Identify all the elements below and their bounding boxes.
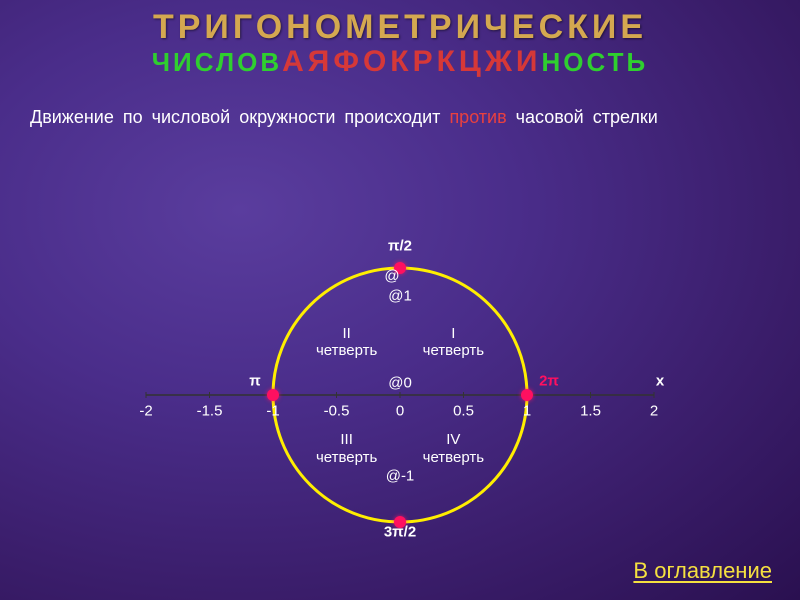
axis-tick-label: -2 [139,403,152,420]
angle-label: π/2 [388,238,412,255]
quadrant-label: IIчетверть [316,324,377,359]
axis-tick-label: 0 [396,403,404,420]
circle-point [521,389,533,401]
page-title: ТРИГОНОМЕТРИЧЕСКИЕ [0,0,800,47]
chart-svg [145,225,655,565]
y-annot: @-1 [386,468,415,485]
axis-tick-label: -0.5 [324,403,350,420]
quadrant-label: IIIчетверть [316,431,377,466]
desc-text-post: часовой стрелки [507,107,658,127]
axis-tick-label: 1.5 [580,403,601,420]
toc-link[interactable]: В оглавление [633,558,772,584]
desc-text-red: против [449,107,506,127]
axis-tick-label: -1.5 [197,403,223,420]
y-annot-top: @ [384,268,399,285]
y-annot: @1 [388,288,412,305]
subtitle-green-2: НОСТЬ [542,47,649,77]
subtitle-green-1: ЧИСЛОВ [152,47,282,77]
axis-tick-label: -1 [266,403,279,420]
description: Движение по числовой окружности происход… [30,107,770,128]
circle-point [267,389,279,401]
x-axis-label: x [656,373,664,390]
unit-circle-chart: -2-1.5-1-0.500.511.52x@1@0@-1π/2@π3π/22π… [145,225,655,565]
angle-label: 3π/2 [384,524,416,541]
angle-label: 2π [539,373,559,390]
quadrant-label: Iчетверть [423,324,484,359]
subtitle: ЧИСЛОВАЯФОКРКЦЖИНОСТЬ [0,45,800,79]
axis-tick-label: 0.5 [453,403,474,420]
angle-label: π [249,373,260,390]
axis-tick-label: 2 [650,403,658,420]
axis-tick-label: 1 [523,403,531,420]
desc-text-pre: Движение по числовой окружности происход… [30,107,449,127]
quadrant-label: IVчетверть [423,431,484,466]
y-annot: @0 [388,375,412,392]
subtitle-red: АЯФОКРКЦЖИ [282,45,541,78]
